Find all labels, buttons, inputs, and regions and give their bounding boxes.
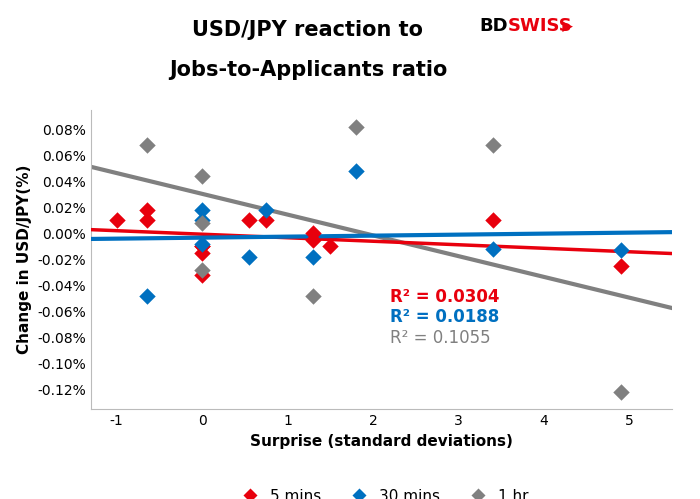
Point <box>325 243 336 250</box>
Point <box>307 230 318 238</box>
Legend: 5 mins, 30 mins, 1 hr: 5 mins, 30 mins, 1 hr <box>228 483 535 499</box>
Point <box>487 245 498 253</box>
Point <box>141 217 152 225</box>
Point <box>197 172 208 180</box>
Text: USD/JPY reaction to: USD/JPY reaction to <box>193 20 424 40</box>
Point <box>141 206 152 214</box>
Point <box>244 253 255 261</box>
Point <box>197 243 208 250</box>
Point <box>197 240 208 248</box>
Point <box>307 292 318 300</box>
Point <box>197 266 208 274</box>
Point <box>260 217 272 225</box>
Text: ◀: ◀ <box>562 18 573 32</box>
Point <box>244 217 255 225</box>
Point <box>197 243 208 250</box>
Point <box>615 247 626 254</box>
Point <box>260 206 272 214</box>
Point <box>350 167 361 175</box>
Point <box>350 123 361 131</box>
Point <box>487 141 498 149</box>
Y-axis label: Change in USD/JPY(%): Change in USD/JPY(%) <box>17 165 32 354</box>
Point <box>197 249 208 257</box>
Point <box>141 141 152 149</box>
Point <box>615 388 626 396</box>
Point <box>141 292 152 300</box>
Text: R² = 0.0304: R² = 0.0304 <box>390 288 500 306</box>
Point <box>197 217 208 225</box>
Point <box>307 253 318 261</box>
Text: SWISS: SWISS <box>508 17 573 35</box>
Text: BD: BD <box>480 17 508 35</box>
Point <box>197 206 208 214</box>
Text: R² = 0.1055: R² = 0.1055 <box>390 329 491 347</box>
Point <box>197 219 208 227</box>
Point <box>307 236 318 244</box>
Point <box>111 217 122 225</box>
Text: Jobs-to-Applicants ratio: Jobs-to-Applicants ratio <box>169 60 447 80</box>
Text: R² = 0.0188: R² = 0.0188 <box>390 308 499 326</box>
X-axis label: Surprise (standard deviations): Surprise (standard deviations) <box>250 434 513 449</box>
Point <box>615 262 626 270</box>
Point <box>487 217 498 225</box>
Point <box>197 271 208 279</box>
